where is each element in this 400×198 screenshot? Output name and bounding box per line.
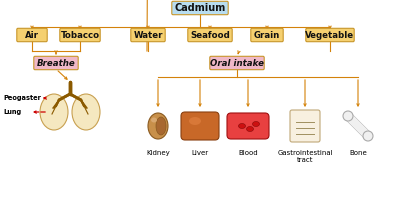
- Ellipse shape: [252, 122, 260, 127]
- FancyBboxPatch shape: [251, 28, 283, 42]
- Text: Peogaster: Peogaster: [3, 95, 41, 101]
- Ellipse shape: [40, 94, 68, 130]
- FancyBboxPatch shape: [188, 28, 232, 42]
- Text: Water: Water: [133, 30, 163, 39]
- Text: Blood: Blood: [238, 150, 258, 156]
- FancyBboxPatch shape: [306, 28, 354, 42]
- Text: Bone: Bone: [349, 150, 367, 156]
- Ellipse shape: [189, 117, 201, 125]
- Ellipse shape: [363, 131, 373, 141]
- FancyBboxPatch shape: [210, 56, 264, 70]
- FancyBboxPatch shape: [17, 28, 47, 42]
- FancyBboxPatch shape: [290, 110, 320, 142]
- FancyBboxPatch shape: [131, 28, 165, 42]
- Text: Kidney: Kidney: [146, 150, 170, 156]
- Ellipse shape: [151, 117, 157, 123]
- FancyBboxPatch shape: [172, 1, 228, 15]
- FancyBboxPatch shape: [60, 28, 100, 42]
- Text: Cadmium: Cadmium: [174, 3, 226, 13]
- Text: Oral intake: Oral intake: [210, 58, 264, 68]
- Ellipse shape: [72, 94, 100, 130]
- FancyBboxPatch shape: [227, 113, 269, 139]
- Text: Vegetable: Vegetable: [306, 30, 354, 39]
- FancyBboxPatch shape: [34, 56, 78, 70]
- Ellipse shape: [148, 113, 168, 139]
- Text: Seafood: Seafood: [190, 30, 230, 39]
- Ellipse shape: [246, 127, 254, 131]
- Ellipse shape: [343, 111, 353, 121]
- Text: Breathe: Breathe: [37, 58, 75, 68]
- Text: Grain: Grain: [254, 30, 280, 39]
- Text: Air: Air: [25, 30, 39, 39]
- Ellipse shape: [156, 117, 166, 135]
- Text: Lung: Lung: [3, 109, 21, 115]
- Text: Tobacco: Tobacco: [60, 30, 100, 39]
- Text: Liver: Liver: [192, 150, 208, 156]
- Text: Gastrointestinal
tract: Gastrointestinal tract: [277, 150, 333, 163]
- Ellipse shape: [238, 124, 246, 129]
- FancyBboxPatch shape: [181, 112, 219, 140]
